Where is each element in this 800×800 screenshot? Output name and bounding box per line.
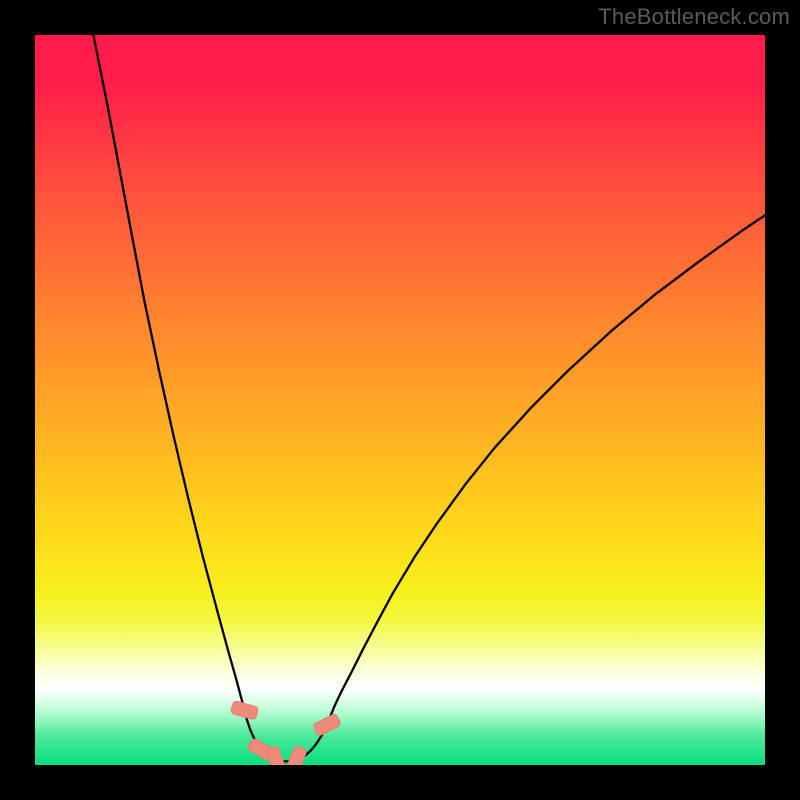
plot-background [35, 35, 765, 765]
chart-svg [0, 0, 800, 800]
chart-stage: TheBottleneck.com [0, 0, 800, 800]
